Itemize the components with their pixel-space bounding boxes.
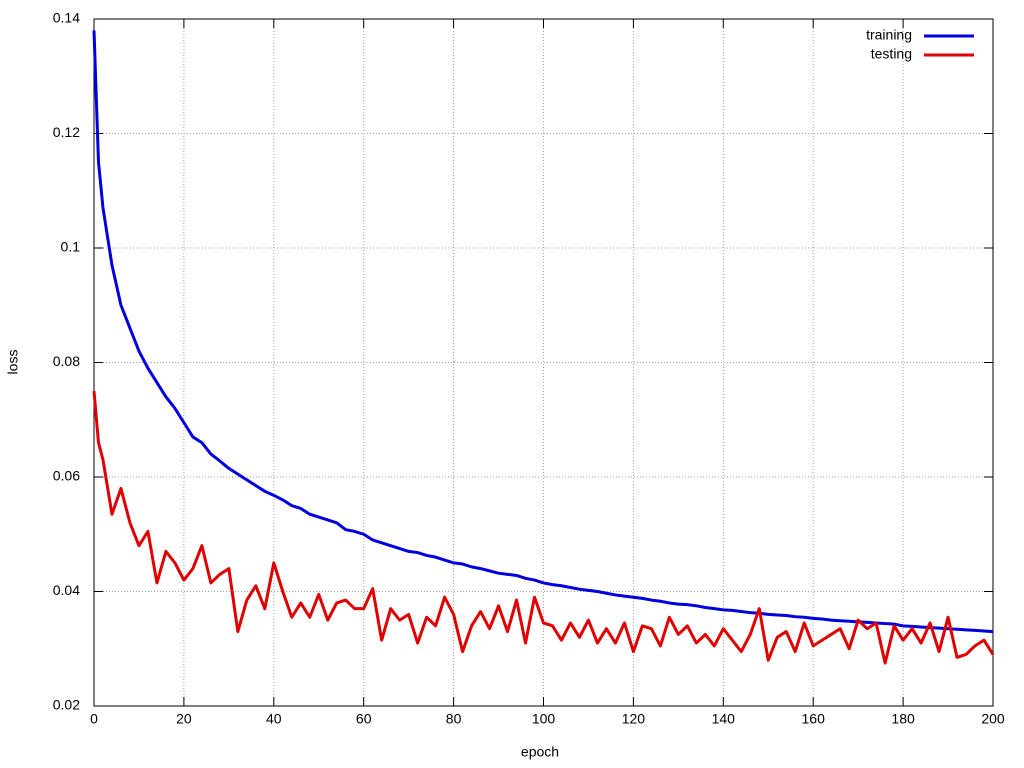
y-tick-label: 0.06 (53, 468, 80, 484)
x-tick-label: 140 (712, 711, 736, 727)
y-tick-label: 0.04 (53, 582, 80, 598)
data-line (92, 390, 995, 665)
x-tick-label: 200 (981, 711, 1005, 727)
x-tick-label: 160 (802, 711, 826, 727)
data-line (92, 30, 994, 634)
y-axis-label: loss (5, 350, 21, 375)
y-tick-label: 0.1 (61, 239, 81, 255)
x-tick-label: 120 (622, 711, 646, 727)
legend-label: training (866, 27, 912, 43)
x-tick-label: 0 (90, 711, 98, 727)
x-tick-label: 60 (356, 711, 372, 727)
y-tick-label: 0.12 (53, 124, 80, 140)
x-tick-label: 40 (266, 711, 282, 727)
y-tick-label: 0.14 (53, 10, 80, 26)
plot-frame (93, 18, 994, 707)
x-axis-label: epoch (521, 744, 559, 760)
y-tick-label: 0.08 (53, 353, 80, 369)
x-tick-label: 100 (532, 711, 556, 727)
x-tick-label: 80 (446, 711, 462, 727)
legend-label: testing (871, 46, 912, 62)
x-tick-label: 20 (176, 711, 192, 727)
y-tick-label: 0.02 (53, 697, 80, 713)
x-tick-label: 180 (891, 711, 915, 727)
